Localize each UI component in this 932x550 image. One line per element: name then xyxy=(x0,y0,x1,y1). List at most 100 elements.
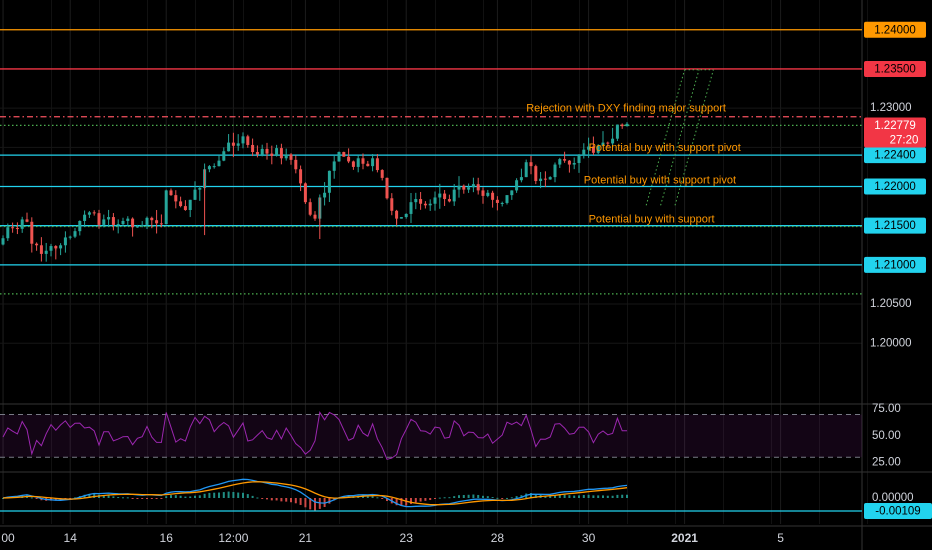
candle-body xyxy=(443,193,447,200)
macd-histogram-bar xyxy=(414,498,417,503)
candle-body xyxy=(476,184,480,191)
candle-body xyxy=(375,158,379,171)
candle-body xyxy=(35,243,39,246)
level-label: 1.22000 xyxy=(874,181,916,193)
level-badge[interactable] xyxy=(864,21,926,38)
candle-body xyxy=(399,217,403,219)
candle-body xyxy=(409,202,413,214)
candle-body xyxy=(54,246,58,249)
channel-line[interactable] xyxy=(674,69,714,206)
level-badge[interactable] xyxy=(864,147,926,164)
candle-body xyxy=(59,245,63,249)
candle-body xyxy=(313,214,317,219)
candle-body xyxy=(183,206,187,211)
candle-body xyxy=(423,203,427,206)
candle-body xyxy=(6,227,10,239)
annotation-text: Potential buy with support xyxy=(589,214,715,226)
level-badge[interactable] xyxy=(864,217,926,234)
candle-body xyxy=(270,153,274,156)
candle-body xyxy=(102,219,106,225)
candle-body xyxy=(20,219,24,229)
time-tick-label: 30 xyxy=(582,531,596,545)
macd-histogram-bar xyxy=(366,496,369,498)
macd-histogram-bar xyxy=(506,497,508,499)
candle-body xyxy=(577,155,581,163)
candle-body xyxy=(308,202,312,215)
candle-body xyxy=(188,199,192,211)
time-tick-label: 5 xyxy=(777,531,784,545)
current-price-label: 1.22779 xyxy=(874,120,916,132)
macd-histogram-bar xyxy=(155,498,158,499)
macd-histogram-bar xyxy=(438,497,441,499)
time-tick-label: 21 xyxy=(299,531,313,545)
level-label: 1.22400 xyxy=(874,150,916,162)
candle-body xyxy=(558,159,562,165)
candle-body xyxy=(193,189,197,200)
candle-body xyxy=(433,197,437,204)
macd-line xyxy=(2,478,628,508)
candle-body xyxy=(126,218,130,221)
macd-histogram-bar xyxy=(549,496,552,498)
macd-histogram-bar xyxy=(122,497,124,499)
candle-body xyxy=(150,217,154,221)
candle-body xyxy=(447,199,451,202)
candle-body xyxy=(279,148,283,159)
level-badge[interactable] xyxy=(864,60,926,77)
macd-histogram-bar xyxy=(203,493,206,498)
candle-body xyxy=(587,146,591,150)
macd-histogram-bar xyxy=(429,498,432,501)
annotations: Rejection with DXY finding major support… xyxy=(526,102,741,225)
current-price-badge[interactable] xyxy=(864,117,926,148)
macd-histogram-bar xyxy=(184,496,187,498)
macd-histogram-bar xyxy=(150,498,153,499)
candle-body xyxy=(539,178,543,182)
time-tick-label: 00 xyxy=(1,531,15,545)
macd-histogram-bar xyxy=(453,496,456,498)
rsi-pane xyxy=(0,411,862,460)
macd-histogram-bar xyxy=(621,494,624,498)
level-badge[interactable] xyxy=(864,256,926,273)
candle-body xyxy=(227,142,231,152)
macd-histogram-bar xyxy=(376,497,379,499)
candle-body xyxy=(467,187,471,190)
macd-histogram-bar xyxy=(117,497,120,499)
macd-histogram-bar xyxy=(395,498,398,506)
macd-histogram-bar xyxy=(434,498,436,499)
macd-histogram-bar xyxy=(515,496,518,498)
candle-body xyxy=(39,245,43,254)
rsi-tick-label: 25.00 xyxy=(872,457,901,469)
channel-line[interactable] xyxy=(660,69,700,206)
candle-body xyxy=(131,218,135,228)
candle-body xyxy=(582,149,586,156)
annotation-text: Rejection with DXY finding major support xyxy=(526,102,726,114)
macd-histogram-bar xyxy=(112,496,115,498)
candle-body xyxy=(380,170,384,178)
time-axis[interactable]: 00 14 16 12:00 21 23 28 30 2021 5 xyxy=(1,531,784,545)
candle-body xyxy=(284,154,288,159)
candle-body xyxy=(11,227,15,229)
candle-body xyxy=(255,152,259,155)
price-axis[interactable]: 1.230001.205001.200001.21.240001.235001.… xyxy=(864,21,932,519)
candle-body xyxy=(212,166,216,168)
candle-body xyxy=(428,203,432,206)
rsi-tick-label: 75.00 xyxy=(872,403,901,415)
macd-histogram-bar xyxy=(131,498,134,499)
candle-body xyxy=(486,192,490,196)
macd-histogram-bar xyxy=(227,491,230,498)
macd-histogram-bar xyxy=(275,498,278,501)
candle-body xyxy=(107,217,111,220)
candle-series xyxy=(1,122,629,262)
candle-body xyxy=(390,198,394,211)
candle-body xyxy=(567,160,571,165)
candle-body xyxy=(563,159,567,161)
macd-histogram-bar xyxy=(597,495,600,498)
channel-projection[interactable] xyxy=(645,69,714,206)
macd-histogram-bar xyxy=(189,496,192,498)
level-badge[interactable] xyxy=(864,178,926,195)
macd-histogram-bar xyxy=(496,497,499,499)
macd-value-badge[interactable] xyxy=(864,503,932,519)
candle-body xyxy=(519,177,523,181)
candle-body xyxy=(606,142,610,144)
channel-line[interactable] xyxy=(645,69,686,206)
